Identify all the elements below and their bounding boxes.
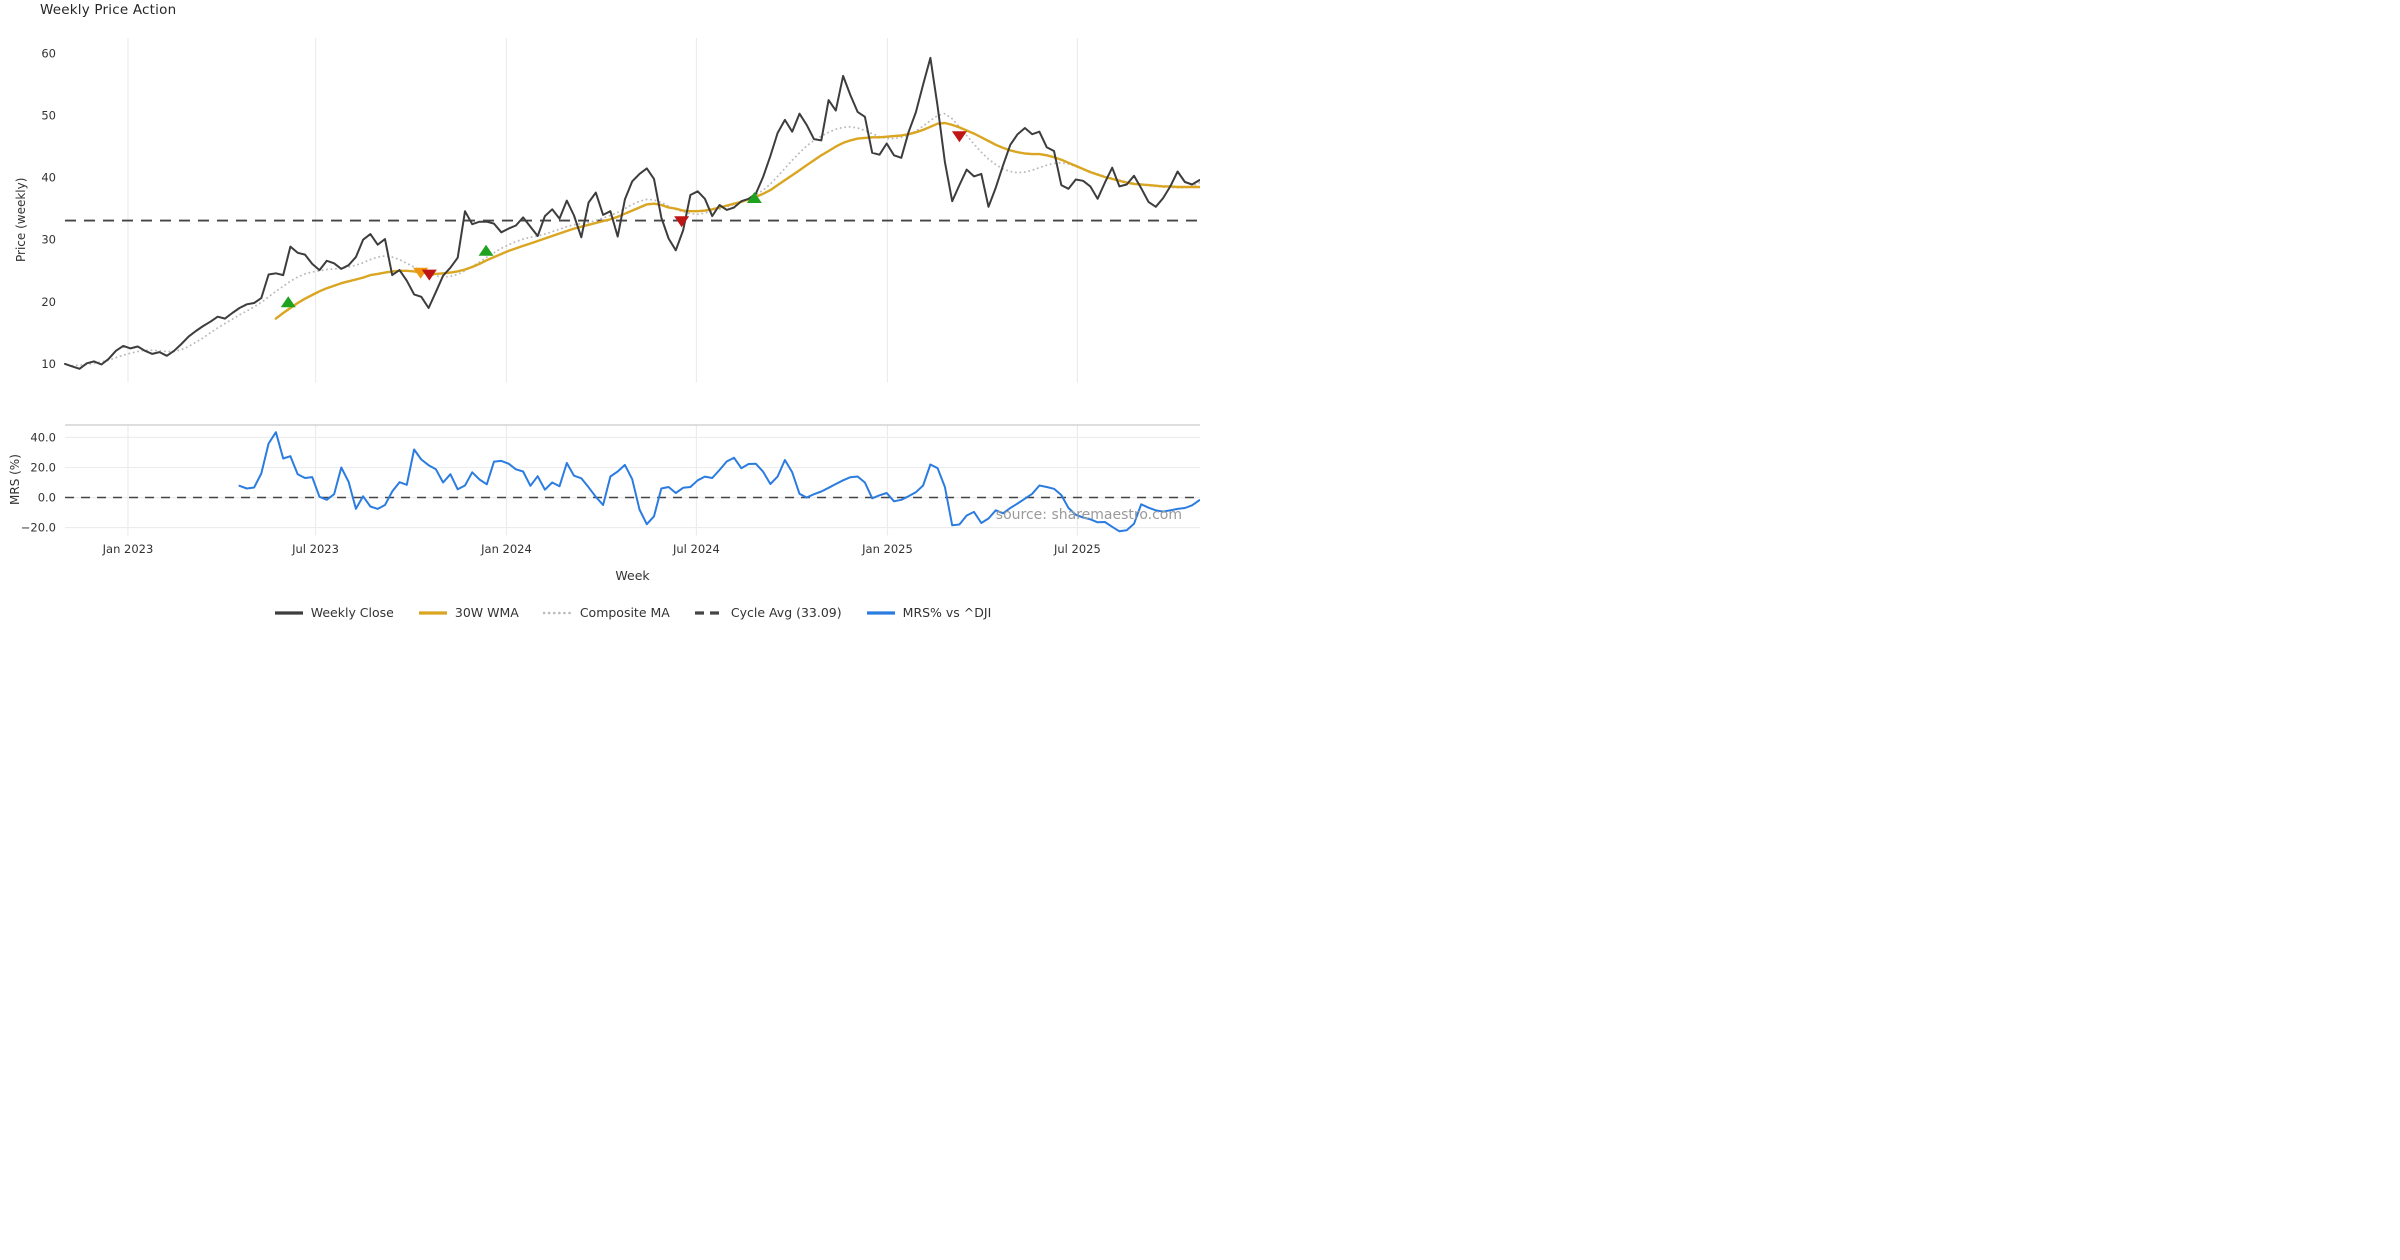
y-tick-label: 20.0 (30, 460, 56, 474)
legend-item: Composite MA (542, 605, 670, 620)
legend-item-label: Weekly Close (310, 605, 394, 620)
mrs-line (238, 431, 1200, 533)
y-tick-label: 40 (41, 171, 56, 185)
buy-signal-marker (478, 244, 494, 256)
legend-item: Weekly Close (274, 605, 394, 620)
chart-canvas: 10 20 30 40 50 60 40.0 20.0 0.0 −20.0 Jan 2023 Jul … (21, 38, 1200, 556)
x-tick-label: Jan 2024 (480, 542, 532, 556)
sell-signal-marker (421, 269, 437, 281)
y-tick-label: 20 (41, 295, 56, 309)
x-axis-label: Week (615, 568, 650, 583)
legend-swatch-line (866, 610, 895, 615)
figure: Weekly Price Action Price (weekly) MRS (… (0, 0, 1200, 630)
y-tick-label: 50 (41, 109, 56, 123)
legend-item-label: Composite MA (579, 605, 670, 620)
x-tick-label: Jul 2025 (1053, 542, 1101, 556)
legend-item: MRS% vs ^DJI (866, 605, 992, 620)
x-tick-label: Jul 2024 (672, 542, 720, 556)
legend: Weekly Close 30W WMA Composite MA Cycle Avg… (65, 605, 1200, 620)
y-tick-label: 10 (41, 357, 56, 371)
y-tick-label: 0.0 (38, 491, 56, 505)
legend-item: 30W WMA (418, 605, 519, 620)
legend-swatch-line (542, 611, 573, 614)
x-tick-label: Jan 2025 (861, 542, 913, 556)
chart-title: Weekly Price Action (40, 2, 177, 18)
legend-swatch-line (274, 610, 303, 615)
source-note: source: sharemaestro.com (995, 507, 1182, 523)
composite-ma-line (71, 112, 1200, 367)
y-tick-label: 60 (41, 47, 56, 61)
x-tick-label: Jan 2023 (102, 542, 154, 556)
price-axis-label: Price (weekly) (14, 177, 28, 262)
sell-signal-marker (951, 131, 967, 143)
mrs-axis-label: MRS (%) (8, 454, 22, 505)
legend-swatch-line (694, 610, 723, 615)
weekly-close-line (64, 56, 1200, 370)
legend-item: Cycle Avg (33.09) (694, 605, 842, 620)
buy-signal-marker (280, 296, 296, 308)
y-tick-label: 40.0 (30, 430, 56, 444)
x-tick-label: Jul 2023 (291, 542, 339, 556)
legend-item-label: MRS% vs ^DJI (902, 605, 992, 620)
legend-item-label: 30W WMA (454, 605, 519, 620)
sell-signal-marker (674, 216, 690, 228)
y-tick-label: −20.0 (21, 521, 56, 535)
legend-item-label: Cycle Avg (33.09) (730, 605, 842, 620)
legend-swatch-line (418, 610, 447, 615)
y-tick-label: 30 (41, 233, 56, 247)
buy-signal-marker (746, 192, 762, 204)
